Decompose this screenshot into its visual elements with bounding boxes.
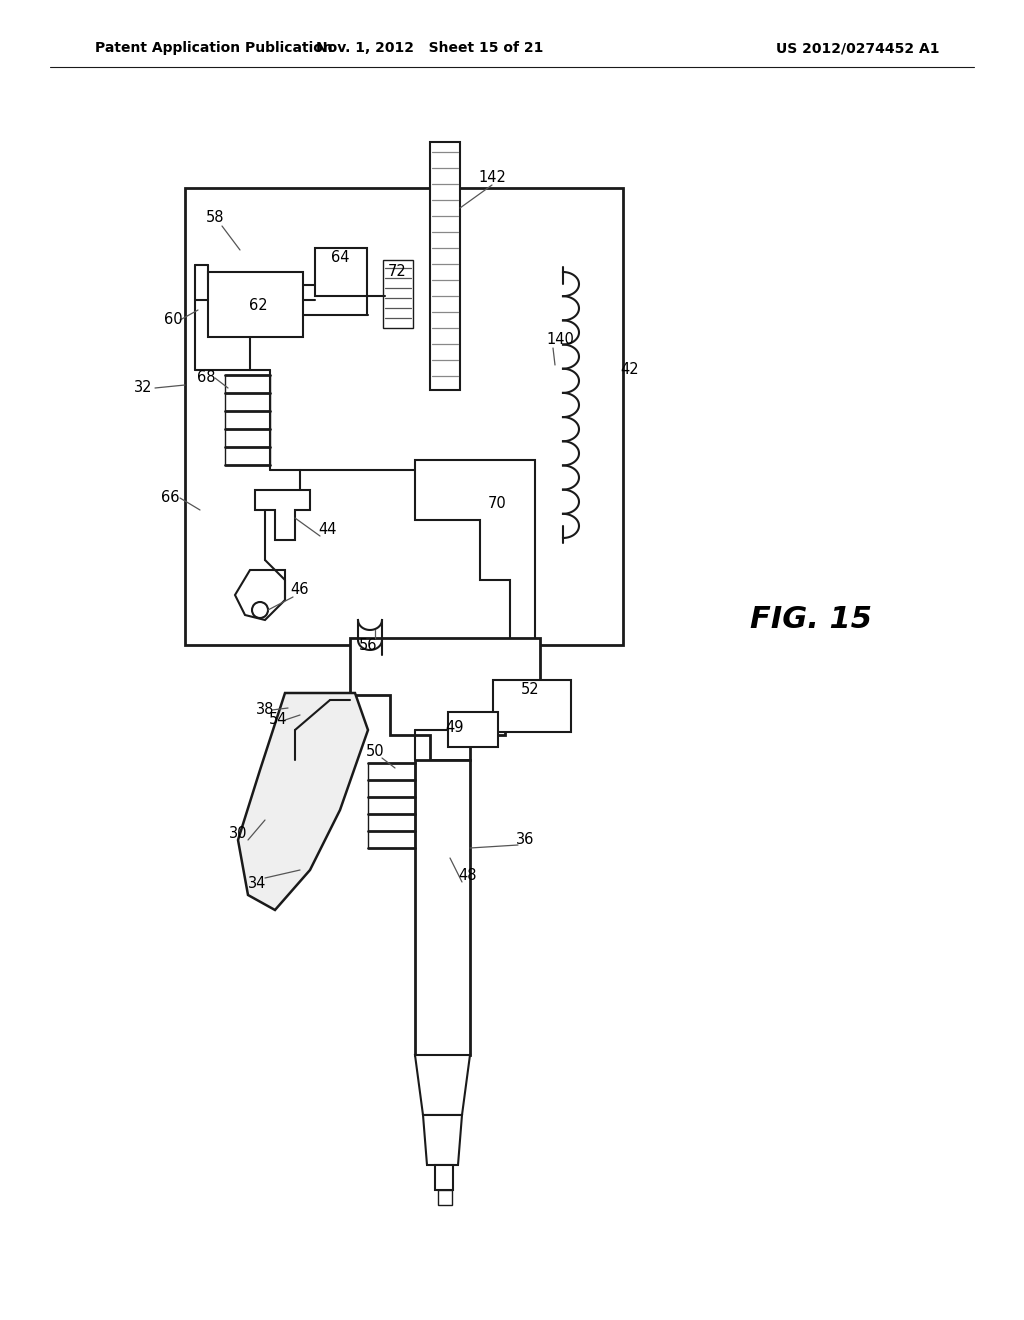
Text: 32: 32	[134, 380, 153, 396]
Polygon shape	[234, 570, 285, 620]
Bar	[185, 187, 623, 645]
Text: Patent Application Publication: Patent Application Publication	[95, 41, 333, 55]
Text: 142: 142	[478, 170, 506, 186]
Text: 62: 62	[249, 297, 267, 313]
Text: 42: 42	[621, 363, 639, 378]
Bar	[415, 760, 470, 1055]
Text: 66: 66	[161, 491, 179, 506]
Text: 72: 72	[388, 264, 407, 280]
Text: 36: 36	[516, 833, 535, 847]
Polygon shape	[238, 693, 368, 909]
Text: 68: 68	[197, 371, 215, 385]
Polygon shape	[350, 638, 540, 760]
Text: 50: 50	[366, 744, 384, 759]
Polygon shape	[423, 1115, 462, 1166]
Text: 38: 38	[256, 702, 274, 718]
Bar	[435, 1166, 453, 1191]
Text: 64: 64	[331, 251, 349, 265]
Text: 48: 48	[459, 869, 477, 883]
Text: 30: 30	[228, 825, 247, 841]
Text: 60: 60	[164, 313, 182, 327]
Text: 34: 34	[248, 875, 266, 891]
Text: 56: 56	[358, 638, 377, 652]
Polygon shape	[415, 1055, 470, 1115]
Circle shape	[252, 602, 268, 618]
Text: 140: 140	[546, 333, 573, 347]
Bar	[449, 711, 498, 747]
Text: US 2012/0274452 A1: US 2012/0274452 A1	[776, 41, 940, 55]
Text: 58: 58	[206, 210, 224, 226]
Bar	[315, 248, 367, 296]
Text: FIG. 15: FIG. 15	[750, 606, 872, 635]
Polygon shape	[415, 459, 535, 645]
Text: 46: 46	[291, 582, 309, 598]
Bar	[383, 260, 413, 327]
Text: 49: 49	[445, 721, 464, 735]
Bar	[208, 272, 303, 337]
Bar	[493, 680, 571, 733]
Text: 44: 44	[318, 523, 337, 537]
Polygon shape	[255, 490, 310, 540]
Bar	[430, 143, 460, 389]
Text: 54: 54	[268, 713, 288, 727]
Text: 52: 52	[520, 682, 540, 697]
Text: 70: 70	[487, 495, 507, 511]
Polygon shape	[438, 1191, 452, 1205]
Text: Nov. 1, 2012   Sheet 15 of 21: Nov. 1, 2012 Sheet 15 of 21	[316, 41, 544, 55]
